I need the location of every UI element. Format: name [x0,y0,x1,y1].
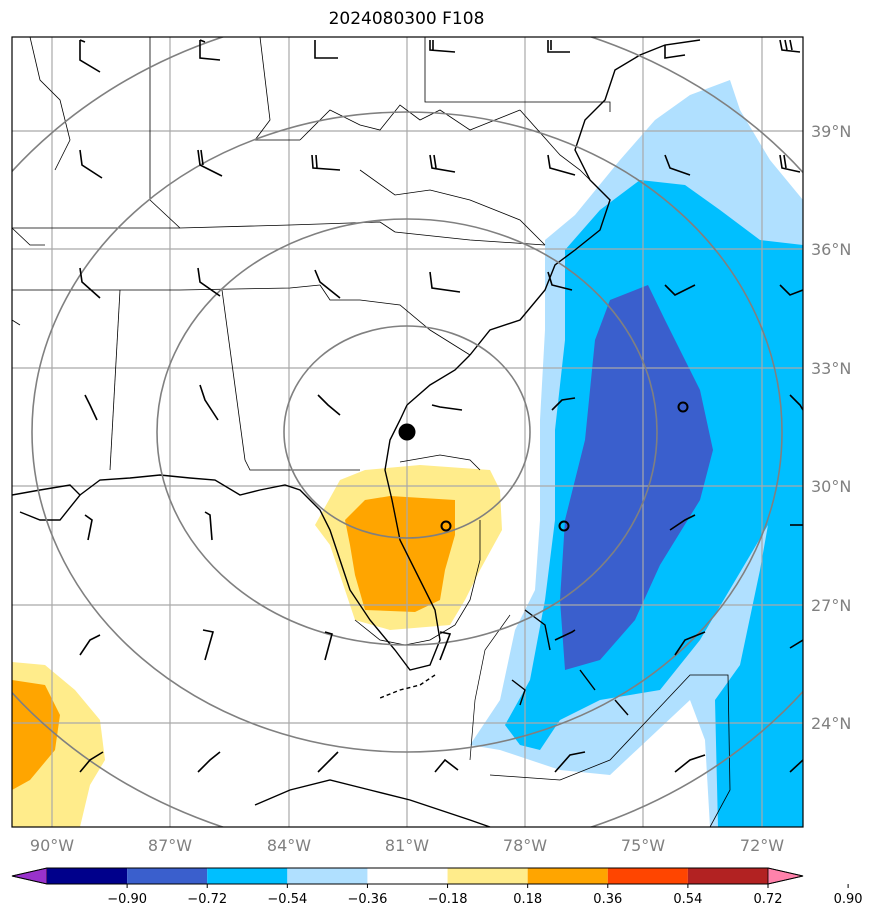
lon-label: 84°W [267,836,311,855]
lat-label: 24°N [811,714,851,733]
colorbar-swatch [127,868,208,884]
marker-circle [558,520,570,532]
plot-frame [11,36,804,828]
cuba [254,779,491,827]
orange-field [345,496,455,612]
colorbar-swatch [11,867,48,885]
lon-label: 78°W [503,836,547,855]
colorbar-swatch [687,868,768,884]
colorbar-swatch [287,868,368,884]
colorbar-swatch [527,868,608,884]
latitude-labels: 39°N 36°N 33°N 30°N 27°N 24°N [811,122,851,733]
longitude-labels: 90°W 87°W 84°W 81°W 78°W 75°W 72°W [30,836,784,855]
colorbar-swatch [207,868,288,884]
colorbar-tick-label: 0.90 [834,892,863,907]
coastlines-and-borders [12,39,701,827]
colorbar-tick-label: −0.72 [187,892,227,907]
lon-label: 72°W [740,836,784,855]
state-borders [12,37,731,827]
colorbar-swatch [47,868,128,884]
lat-label: 39°N [811,122,851,141]
lon-label: 75°W [621,836,665,855]
colorbar-swatch [607,868,688,884]
gulf-coast-west [12,484,81,521]
map-title: 2024080300 F108 [328,9,485,29]
dark-blue-field [560,285,713,670]
colorbar-tick-label: 0.72 [754,892,783,907]
colorbar-swatch [367,868,448,884]
center-marker [398,423,416,441]
station-markers [440,401,689,532]
lat-label: 30°N [811,477,851,496]
colorbar-tick-label: 0.18 [513,892,542,907]
colorbar-tick-label: −0.18 [428,892,468,907]
anomaly-fields [12,80,803,827]
colorbar-tick-label: −0.90 [107,892,147,907]
florida-keys [379,674,436,699]
wind-barbs [79,39,803,773]
bahamas-2 [511,679,526,706]
orange-field-west [12,680,60,790]
colorbar-tick-label: −0.54 [267,892,307,907]
marker-circle [440,520,452,532]
colorbar-swatch [767,867,804,885]
bahamas-3 [579,669,596,691]
lat-lon-grid [12,37,803,827]
lat-label: 27°N [811,596,851,615]
colorbar-swatch [447,868,528,884]
colorbar-outline [11,867,804,885]
colorbar-tick-label: 0.54 [673,892,702,907]
lat-label: 33°N [811,359,851,378]
lon-label: 81°W [385,836,429,855]
colorbar-tick-label: 0.36 [593,892,622,907]
map-plot [12,37,803,827]
lon-label: 90°W [30,836,74,855]
marker-circle [677,401,689,413]
lat-label: 36°N [811,240,851,259]
colorbar: −0.90 −0.72 −0.54 −0.36 −0.18 0.18 0.36 0.54 0.7… [11,867,863,907]
lon-label: 87°W [148,836,192,855]
georgia-florida-coast [79,404,441,671]
colorbar-tick-label: −0.36 [348,892,388,907]
bahamas-4 [614,699,629,716]
bahamas-1 [524,609,551,651]
range-rings [12,37,803,827]
south-carolina-coast [406,354,471,406]
